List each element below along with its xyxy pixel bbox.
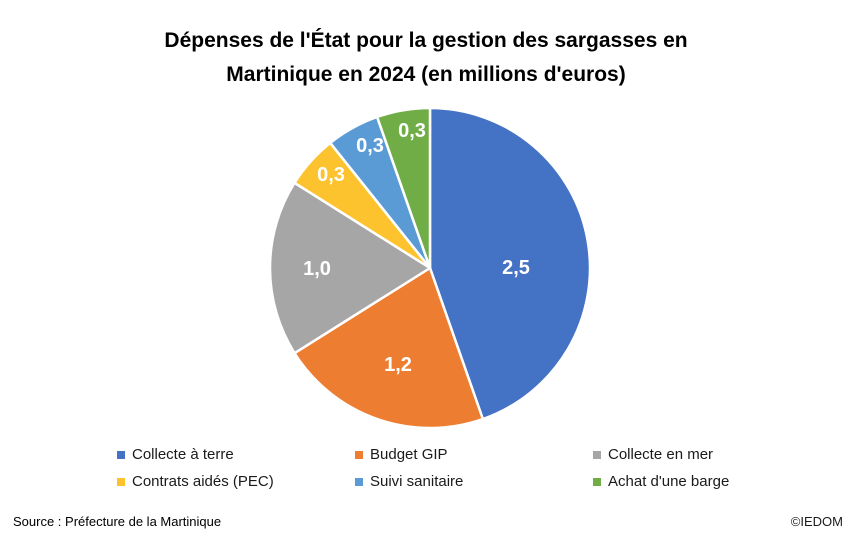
- legend-label: Collecte à terre: [132, 446, 234, 463]
- legend-label: Collecte en mer: [608, 446, 714, 463]
- legend-label: Suivi sanitaire: [370, 473, 464, 490]
- legend-label: Budget GIP: [370, 446, 448, 463]
- slice-value-label-2: 1,2: [384, 354, 412, 376]
- legend-marker-icon: [355, 477, 363, 486]
- slice-value-label-6: 0,3: [398, 120, 426, 142]
- legend-item-1: Collecte à terre: [117, 446, 355, 463]
- legend-marker-icon: [117, 450, 125, 459]
- legend-item-6: Achat d'une barge: [593, 473, 817, 490]
- legend-marker-icon: [593, 477, 601, 486]
- slice-value-label-4: 0,3: [317, 164, 345, 186]
- slice-value-label-1: 2,5: [502, 257, 530, 279]
- pie-slice-1: [428, 106, 592, 421]
- source-note: Source : Préfecture de la Martinique: [13, 514, 222, 529]
- legend-marker-icon: [593, 450, 601, 459]
- chart-title: Dépenses de l'État pour la gestion des s…: [0, 24, 852, 92]
- pie-slice-2: [293, 266, 485, 430]
- pie-slice-6: [375, 106, 432, 270]
- legend-marker-icon: [355, 450, 363, 459]
- legend: Collecte à terre Budget GIP Collecte en me…: [117, 446, 817, 490]
- legend-item-4: Contrats aidés (PEC): [117, 473, 355, 490]
- chart-title-line-2: Martinique en 2024 (en millions d'euros): [226, 63, 626, 86]
- copyright-note: ©IEDOM: [790, 514, 843, 529]
- legend-label: Achat d'une barge: [608, 473, 730, 490]
- slice-value-label-3: 1,0: [303, 258, 331, 280]
- legend-item-2: Budget GIP: [355, 446, 593, 463]
- slice-value-label-5: 0,3: [356, 135, 384, 157]
- legend-item-3: Collecte en mer: [593, 446, 817, 463]
- chart-title-line-1: Dépenses de l'État pour la gestion des s…: [164, 29, 688, 52]
- legend-item-5: Suivi sanitaire: [355, 473, 593, 490]
- legend-marker-icon: [117, 477, 125, 486]
- pie-slice-3: [268, 181, 432, 355]
- legend-label: Contrats aidés (PEC): [132, 473, 274, 490]
